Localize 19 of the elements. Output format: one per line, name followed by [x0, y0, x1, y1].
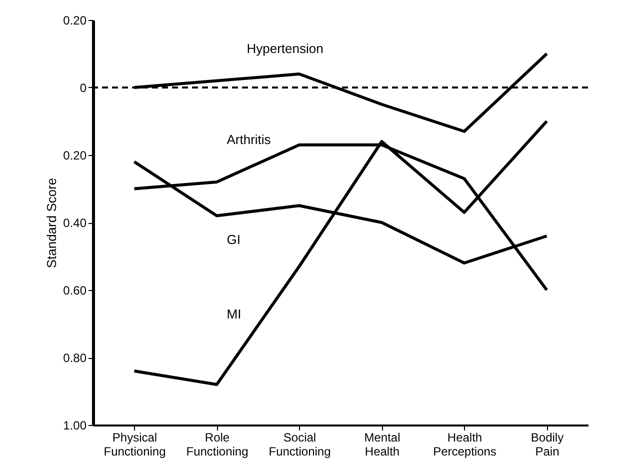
y-tick-label: 1.00: [63, 418, 87, 432]
y-tick-label: 0.80: [63, 351, 87, 365]
line-series: [132, 120, 548, 386]
series-label: MI: [226, 306, 242, 322]
y-tick-label: 0.40: [63, 216, 87, 230]
series-label: Arthritis: [226, 132, 272, 147]
x-tick-label: Health Perceptions: [433, 430, 496, 458]
y-tick-label: 0.20: [63, 14, 87, 28]
x-tick-label: Mental Health: [364, 430, 400, 458]
y-tick-label: 0.20: [63, 148, 87, 162]
x-tick-label: Physical Functioning: [104, 430, 166, 458]
y-tick-label: 0.60: [63, 284, 87, 298]
y-tick-label: 0: [80, 81, 87, 95]
series-label: GI: [226, 232, 240, 247]
y-axis-title: Standard Score: [44, 178, 60, 268]
x-tick-label: Role Functioning: [186, 430, 248, 458]
x-tick-label: Bodily Pain: [530, 430, 564, 458]
x-tick-label: Social Functioning: [268, 430, 331, 458]
series-label: Hypertension: [246, 40, 324, 56]
